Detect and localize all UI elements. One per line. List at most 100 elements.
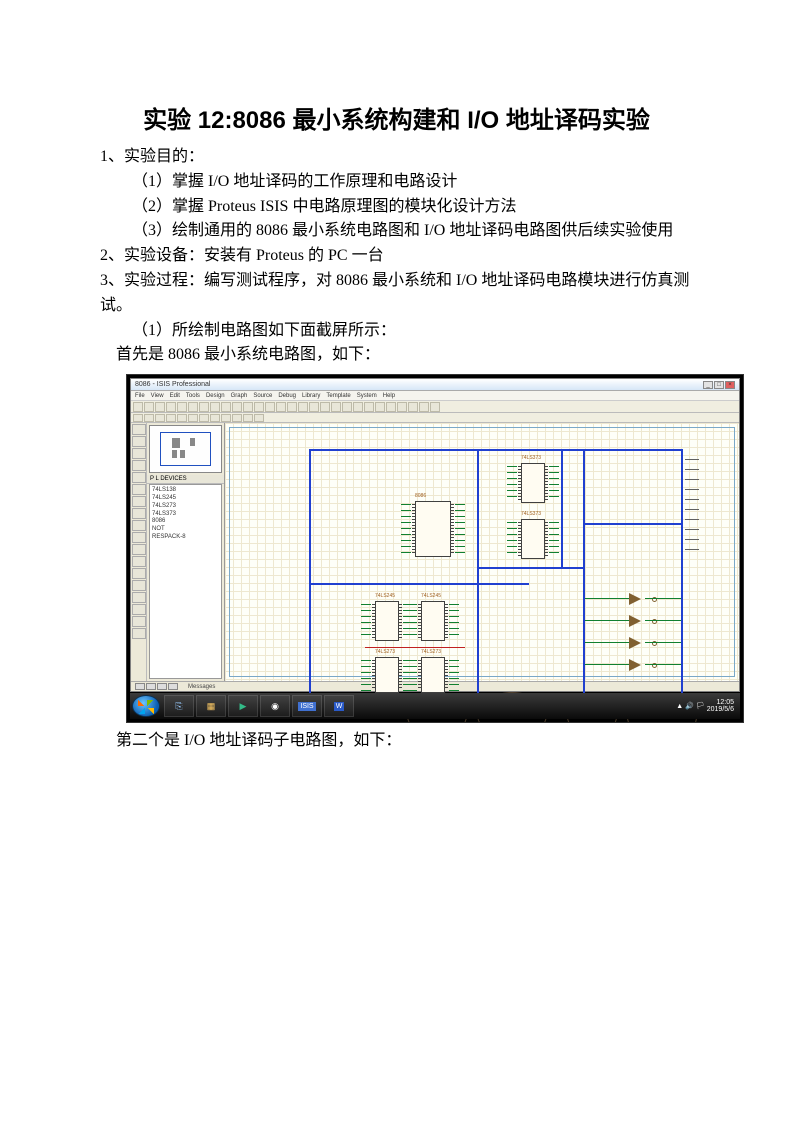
left-tool-button[interactable] (132, 448, 146, 459)
toolbar-button[interactable] (232, 402, 242, 412)
stop-button[interactable] (168, 683, 178, 690)
chip-74ls373[interactable] (521, 519, 545, 559)
play-button[interactable] (135, 683, 145, 690)
left-tool-button[interactable] (132, 436, 146, 447)
toolbar-button[interactable] (144, 414, 154, 422)
taskbar-item[interactable]: ▶ (228, 695, 258, 717)
taskbar-item[interactable]: ▦ (196, 695, 226, 717)
toolbar-button[interactable] (419, 402, 429, 412)
toolbar-button[interactable] (430, 402, 440, 412)
start-button[interactable] (132, 695, 160, 717)
left-tool-button[interactable] (132, 556, 146, 567)
taskbar-item[interactable]: W (324, 695, 354, 717)
toolbar-button[interactable] (177, 414, 187, 422)
taskbar-item[interactable]: ⎘ (164, 695, 194, 717)
toolbar-button[interactable] (166, 414, 176, 422)
not-gate[interactable] (629, 659, 641, 671)
toolbar-button[interactable] (386, 402, 396, 412)
left-tool-button[interactable] (132, 580, 146, 591)
taskbar-item[interactable]: ISIS (292, 695, 322, 717)
toolbar-button[interactable] (397, 402, 407, 412)
menu-system[interactable]: System (357, 393, 377, 399)
left-tool-button[interactable] (132, 616, 146, 627)
toolbar-button[interactable] (155, 414, 165, 422)
device-item[interactable]: RESPACK-8 (152, 534, 219, 542)
left-tool-button[interactable] (132, 592, 146, 603)
toolbar-button[interactable] (331, 402, 341, 412)
toolbar-button[interactable] (298, 402, 308, 412)
toolbar-button[interactable] (254, 414, 264, 422)
toolbar-button[interactable] (188, 402, 198, 412)
left-tool-button[interactable] (132, 532, 146, 543)
not-gate[interactable] (629, 615, 641, 627)
schematic-canvas[interactable]: 808674LS37374LS37374LS24574LS24574LS2737… (225, 423, 739, 681)
left-tool-button[interactable] (132, 508, 146, 519)
toolbar-button[interactable] (177, 402, 187, 412)
device-item[interactable]: 8086 (152, 518, 219, 526)
step-button[interactable] (146, 683, 156, 690)
overview-panel[interactable] (149, 425, 222, 473)
toolbar-button[interactable] (221, 402, 231, 412)
menu-file[interactable]: File (135, 393, 145, 399)
toolbar-button[interactable] (364, 402, 374, 412)
toolbar-button[interactable] (166, 402, 176, 412)
toolbar-button[interactable] (133, 414, 143, 422)
chip-74ls273[interactable] (421, 657, 445, 693)
left-tool-button[interactable] (132, 568, 146, 579)
toolbar-button[interactable] (309, 402, 319, 412)
system-tray[interactable]: ▲ 🔊 🏳 12:05 2019/5/6 (676, 699, 738, 713)
menu-edit[interactable]: Edit (170, 393, 180, 399)
device-item[interactable]: 74LS373 (152, 511, 219, 519)
toolbar-button[interactable] (276, 402, 286, 412)
chip-8086[interactable] (415, 501, 451, 557)
toolbar-button[interactable] (133, 402, 143, 412)
toolbar-button[interactable] (265, 402, 275, 412)
tray-icon[interactable]: ▲ (676, 703, 683, 710)
tray-icon[interactable]: 🏳 (696, 702, 705, 710)
menu-view[interactable]: View (151, 393, 164, 399)
chip-74ls373[interactable] (521, 463, 545, 503)
toolbar-button[interactable] (375, 402, 385, 412)
toolbar-button[interactable] (221, 414, 231, 422)
chip-74ls273[interactable] (375, 657, 399, 693)
toolbar-button[interactable] (210, 414, 220, 422)
device-list[interactable]: 74LS138 74LS245 74LS273 74LS373 8086 NOT… (149, 484, 222, 679)
left-tool-button[interactable] (132, 628, 146, 639)
menu-tools[interactable]: Tools (186, 393, 200, 399)
toolbar-button[interactable] (353, 402, 363, 412)
toolbar-button[interactable] (342, 402, 352, 412)
toolbar-button[interactable] (287, 402, 297, 412)
device-item[interactable]: 74LS273 (152, 503, 219, 511)
not-gate[interactable] (629, 593, 641, 605)
left-tool-button[interactable] (132, 472, 146, 483)
menu-library[interactable]: Library (302, 393, 320, 399)
chip-74ls245[interactable] (421, 601, 445, 641)
menu-source[interactable]: Source (253, 393, 272, 399)
left-tool-button[interactable] (132, 544, 146, 555)
left-tool-button[interactable] (132, 604, 146, 615)
toolbar-button[interactable] (188, 414, 198, 422)
menu-debug[interactable]: Debug (278, 393, 296, 399)
menu-template[interactable]: Template (326, 393, 350, 399)
toolbar-button[interactable] (210, 402, 220, 412)
taskbar-item[interactable]: ◉ (260, 695, 290, 717)
left-tool-button[interactable] (132, 520, 146, 531)
left-tool-button[interactable] (132, 424, 146, 435)
left-tool-button[interactable] (132, 484, 146, 495)
toolbar-button[interactable] (155, 402, 165, 412)
toolbar-button[interactable] (320, 402, 330, 412)
toolbar-button[interactable] (144, 402, 154, 412)
menu-graph[interactable]: Graph (231, 393, 248, 399)
minimize-button[interactable]: _ (703, 381, 713, 389)
chip-74ls245[interactable] (375, 601, 399, 641)
tray-icon[interactable]: 🔊 (685, 702, 694, 710)
device-item[interactable]: NOT (152, 526, 219, 534)
toolbar-button[interactable] (254, 402, 264, 412)
pause-button[interactable] (157, 683, 167, 690)
not-gate[interactable] (629, 637, 641, 649)
toolbar-button[interactable] (232, 414, 242, 422)
left-tool-button[interactable] (132, 496, 146, 507)
toolbar-button[interactable] (243, 402, 253, 412)
menu-design[interactable]: Design (206, 393, 225, 399)
toolbar-button[interactable] (408, 402, 418, 412)
